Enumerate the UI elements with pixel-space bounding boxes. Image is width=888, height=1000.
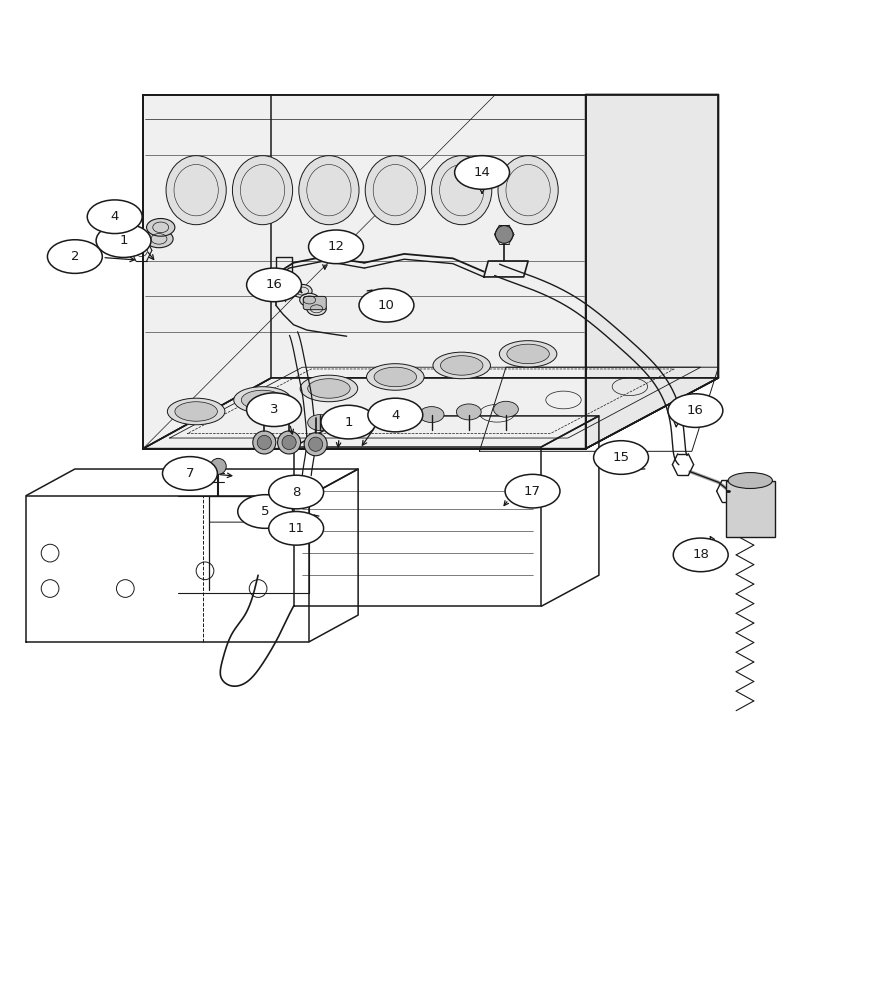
Ellipse shape [440, 356, 483, 375]
FancyBboxPatch shape [303, 296, 326, 310]
Text: 16: 16 [266, 278, 282, 291]
Ellipse shape [345, 412, 369, 428]
Ellipse shape [300, 293, 319, 307]
Text: 17: 17 [524, 485, 541, 498]
Text: 18: 18 [693, 548, 710, 561]
Ellipse shape [247, 268, 302, 302]
Ellipse shape [498, 156, 559, 225]
Ellipse shape [419, 407, 444, 423]
Ellipse shape [494, 401, 519, 417]
Ellipse shape [269, 475, 323, 509]
Ellipse shape [306, 302, 326, 315]
Text: 12: 12 [328, 240, 345, 253]
Ellipse shape [47, 240, 102, 273]
Text: 11: 11 [288, 522, 305, 535]
Ellipse shape [432, 156, 492, 225]
Ellipse shape [456, 404, 481, 420]
Circle shape [277, 501, 289, 513]
Polygon shape [143, 95, 585, 449]
Text: 1: 1 [119, 234, 128, 247]
Ellipse shape [499, 341, 557, 367]
Text: 15: 15 [613, 451, 630, 464]
Ellipse shape [367, 364, 424, 390]
Text: 4: 4 [110, 210, 119, 223]
Ellipse shape [166, 156, 226, 225]
Circle shape [258, 435, 272, 450]
Ellipse shape [433, 352, 490, 379]
Ellipse shape [96, 224, 151, 257]
Ellipse shape [455, 156, 510, 189]
Ellipse shape [593, 441, 648, 474]
Ellipse shape [374, 367, 416, 387]
Ellipse shape [233, 156, 293, 225]
Ellipse shape [145, 230, 173, 248]
Ellipse shape [359, 288, 414, 322]
Text: 7: 7 [186, 467, 194, 480]
Ellipse shape [505, 474, 560, 508]
Ellipse shape [293, 284, 312, 298]
Ellipse shape [87, 200, 142, 234]
Ellipse shape [234, 387, 291, 413]
Ellipse shape [238, 495, 293, 528]
Text: 3: 3 [270, 403, 278, 416]
Text: 8: 8 [292, 486, 300, 499]
Text: 1: 1 [345, 416, 353, 429]
Ellipse shape [382, 409, 407, 425]
Ellipse shape [163, 457, 218, 490]
Ellipse shape [167, 398, 225, 425]
Circle shape [496, 226, 513, 243]
Circle shape [278, 431, 301, 454]
Ellipse shape [728, 473, 773, 488]
Text: 14: 14 [473, 166, 490, 179]
Ellipse shape [507, 344, 550, 364]
Polygon shape [585, 95, 718, 449]
Circle shape [308, 437, 322, 451]
Ellipse shape [368, 398, 423, 432]
Circle shape [210, 458, 226, 474]
Circle shape [282, 435, 297, 450]
Circle shape [277, 494, 289, 506]
Ellipse shape [300, 375, 358, 402]
Ellipse shape [668, 394, 723, 427]
Ellipse shape [299, 156, 359, 225]
Circle shape [253, 431, 276, 454]
Text: 4: 4 [391, 409, 400, 422]
Ellipse shape [321, 405, 376, 439]
Polygon shape [143, 378, 718, 449]
Text: 2: 2 [71, 250, 79, 263]
Ellipse shape [308, 230, 363, 264]
Ellipse shape [147, 218, 175, 236]
Ellipse shape [365, 156, 425, 225]
Ellipse shape [247, 393, 302, 427]
Text: 16: 16 [687, 404, 704, 417]
Ellipse shape [307, 379, 350, 398]
Ellipse shape [307, 415, 332, 431]
FancyBboxPatch shape [725, 481, 775, 537]
Ellipse shape [242, 390, 284, 410]
Text: 5: 5 [261, 505, 269, 518]
Ellipse shape [269, 512, 323, 545]
Ellipse shape [175, 402, 218, 421]
Text: 10: 10 [378, 299, 395, 312]
Circle shape [304, 433, 327, 456]
Ellipse shape [673, 538, 728, 572]
